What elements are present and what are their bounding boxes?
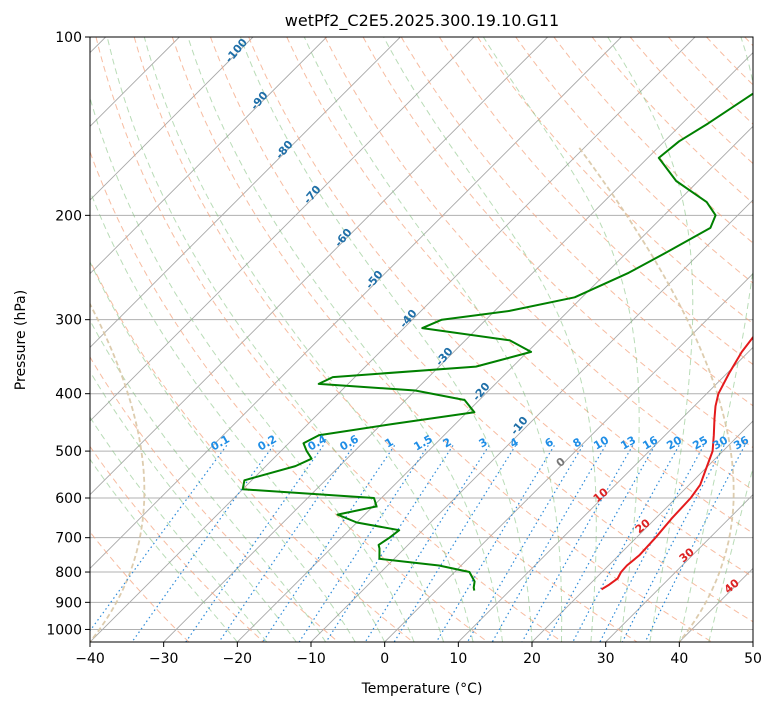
y-tick-label: 600 [55, 491, 82, 507]
x-tick-label: 50 [744, 651, 762, 667]
dry-adiabat-line [591, 37, 753, 204]
x-tick-label: 40 [670, 651, 688, 667]
moist-adiabat-line [90, 96, 415, 642]
isotherm-line [90, 37, 548, 496]
mixing-ratio-line [466, 445, 584, 642]
x-tick-label: 20 [523, 651, 541, 667]
dry-adiabat-line [362, 37, 753, 449]
dry-adiabat-line [171, 37, 712, 642]
dry-adiabat-line [438, 37, 753, 366]
moist-adiabat-line [303, 37, 563, 642]
isotherm-line [90, 37, 475, 422]
x-tick-label: −40 [75, 651, 105, 667]
y-tick-label: 200 [55, 208, 82, 224]
moist-adiabat-line [607, 37, 694, 642]
y-tick-label: 400 [55, 387, 82, 403]
dry-adiabat-line [324, 37, 753, 491]
x-axis-label: Temperature (°C) [361, 681, 483, 697]
mixing-ratio-line [491, 445, 607, 642]
x-tick-label: −20 [223, 651, 253, 667]
isotherm-line [531, 420, 753, 642]
mixing-ratio-line [644, 445, 746, 642]
y-tick-label: 100 [55, 30, 82, 46]
mixing-ratio-line [364, 445, 490, 642]
x-tick-label: 10 [449, 651, 467, 667]
moist-adiabat-line [383, 37, 597, 642]
y-tick-label: 300 [55, 313, 82, 329]
isotherm-line [237, 125, 753, 642]
moist-adiabat-line [90, 370, 297, 642]
temperature-profile [600, 335, 753, 591]
moist-adiabat-line [90, 319, 327, 642]
mixing-ratio-line [325, 445, 454, 642]
y-axis-label: Pressure (hPa) [13, 290, 29, 390]
moist-adiabat-line [90, 260, 356, 642]
dry-adiabat-line [400, 37, 753, 407]
dry-adiabat-line [90, 150, 488, 642]
moist-adiabat-line [106, 37, 445, 642]
axes: −40 −30 −20 −10 0 10 20 30 40 50 100 200 300 400 500 60… [46, 30, 762, 667]
isotherm-line [163, 52, 753, 642]
moist-adiabat-line [482, 37, 640, 642]
dry-adiabat-line [90, 445, 264, 642]
isotherm-line [90, 37, 696, 642]
moist-adiabat-line [143, 37, 474, 642]
dry-adiabat-line [248, 37, 753, 578]
isotherm-line [384, 273, 753, 642]
moist-adiabat-line [90, 416, 268, 642]
x-tick-label: 30 [597, 651, 615, 667]
isotherm-line [90, 37, 254, 201]
mixing-ratio-line [521, 445, 634, 642]
moist-adiabat-line [187, 37, 503, 642]
mixing-ratio-line [298, 445, 429, 642]
mixing-ratio-line [545, 445, 656, 642]
x-tick-label: −10 [296, 651, 326, 667]
y-tick-label: 800 [55, 565, 82, 581]
dry-adiabat-line [286, 37, 753, 534]
dry-adiabat-line [553, 37, 753, 244]
x-tick-label: 0 [380, 651, 389, 667]
dry-adiabat-line [133, 37, 638, 642]
mixing-ratio-line [621, 445, 725, 642]
moist-adiabat-line [90, 189, 386, 642]
moist-adiabat-line [678, 37, 753, 642]
moist-adiabat-line [239, 37, 533, 642]
dry-adiabat-line [90, 356, 339, 642]
dewpoint-profile [241, 92, 753, 591]
y-tick-label: 500 [55, 444, 82, 460]
chart-title: wetPf2_C2E5.2025.300.19.10.G11 [285, 11, 559, 31]
mixing-ratio-line [90, 445, 228, 632]
y-tick-label: 1000 [46, 622, 82, 638]
moist-adiabat-line [708, 466, 753, 642]
moist-adiabat-line [90, 458, 238, 642]
dry-adiabat-line [95, 37, 563, 642]
mixing-ratio-line [218, 445, 355, 642]
isotherm-line [605, 494, 753, 642]
isotherm-line [90, 37, 327, 275]
mixing-ratio-line [599, 445, 705, 642]
y-tick-label: 900 [55, 595, 82, 611]
plot-frame [89, 36, 754, 643]
x-tick-label: −30 [149, 651, 179, 667]
isotherm-line [90, 37, 401, 348]
plot-area [90, 37, 753, 642]
isotherm-line [90, 37, 622, 569]
reference-curve [90, 302, 146, 642]
y-tick-label: 700 [55, 531, 82, 547]
dry-adiabat-line [90, 259, 414, 642]
dry-adiabat-line [210, 37, 753, 623]
